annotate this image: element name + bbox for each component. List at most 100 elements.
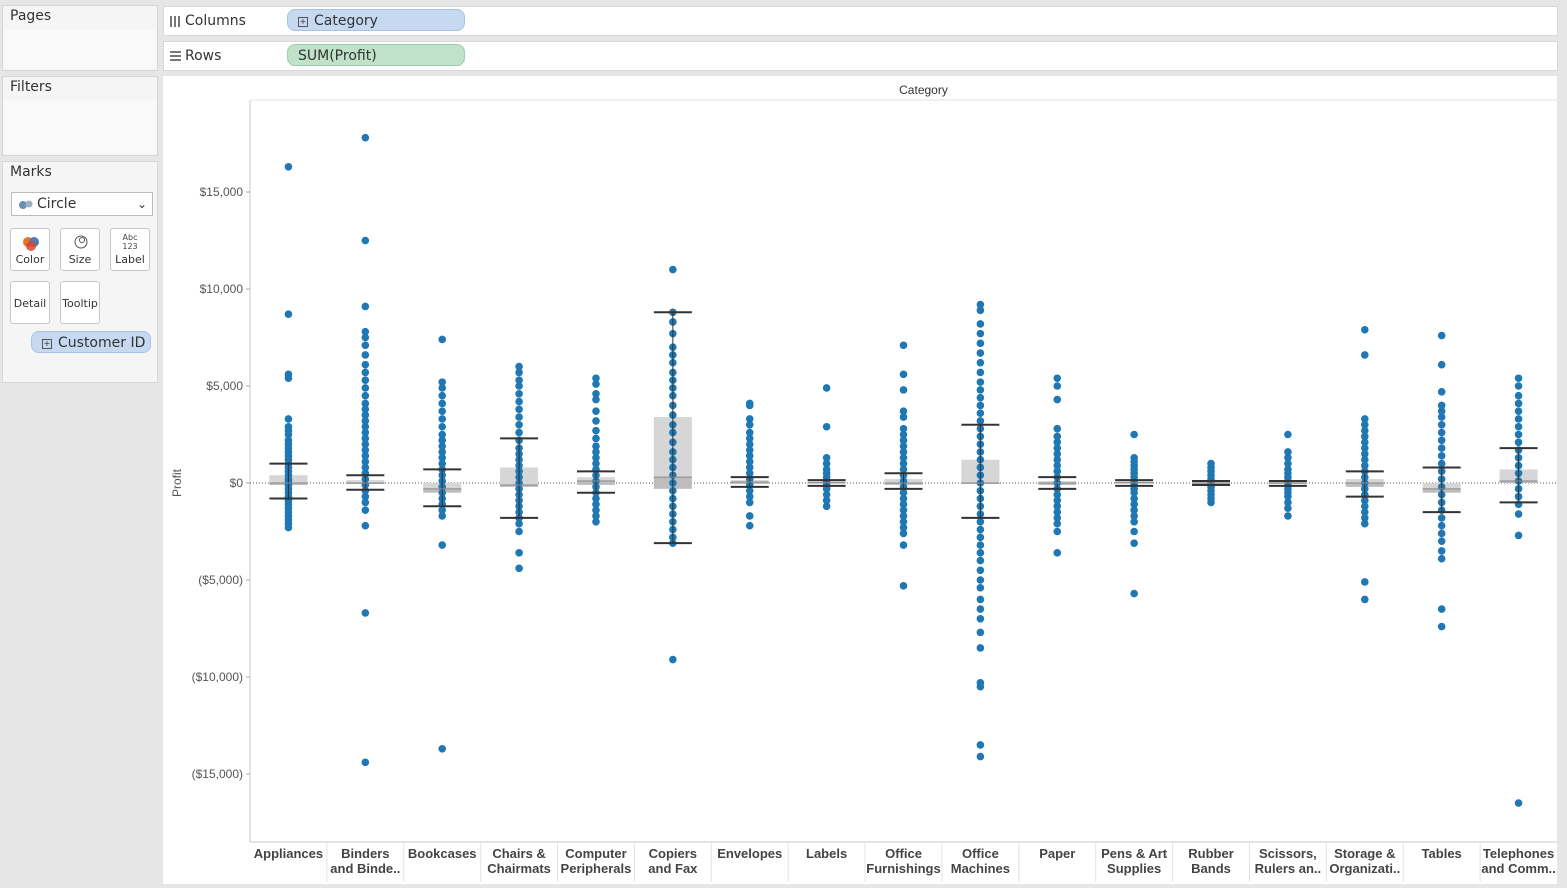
data-point (1053, 461, 1062, 470)
data-point (361, 391, 370, 400)
category-pill[interactable]: + Category (287, 9, 465, 31)
data-point (1437, 554, 1446, 563)
columns-shelf[interactable]: Columns + Category (163, 6, 1558, 36)
filters-drop-area[interactable] (4, 100, 156, 154)
data-point (1514, 374, 1523, 383)
data-point (1437, 421, 1446, 429)
y-tick-label: $10,000 (200, 282, 244, 296)
data-point (1053, 508, 1062, 516)
data-point (1053, 496, 1062, 505)
data-point (899, 465, 908, 474)
category-label-line: Binders (341, 846, 389, 861)
pages-drop-area[interactable] (4, 30, 156, 69)
data-point (1360, 444, 1369, 452)
data-point (1130, 506, 1138, 514)
data-point (1360, 455, 1369, 464)
data-point (515, 362, 523, 371)
data-point (592, 407, 600, 416)
data-point (1130, 494, 1138, 503)
data-point (361, 446, 370, 454)
data-point (1130, 527, 1138, 536)
data-point (899, 453, 908, 462)
category-label-line: Storage & (1334, 846, 1395, 861)
data-point (1514, 438, 1523, 447)
data-point (745, 498, 754, 507)
data-point (361, 411, 370, 419)
data-point (745, 469, 754, 478)
marks-card: Marks Circle ⌄ Color Size Abc 123 Label … (2, 161, 158, 383)
data-point (515, 549, 523, 557)
mark-type-label: Circle (37, 196, 77, 212)
chart-title: Category (899, 83, 948, 97)
data-point (1053, 455, 1062, 464)
sum-profit-pill[interactable]: SUM(Profit) (287, 44, 465, 66)
category-label-line: Machines (951, 861, 1010, 876)
data-point (1130, 500, 1138, 509)
data-point (1360, 438, 1369, 447)
data-point (976, 417, 985, 425)
viz-area[interactable]: Category $15,000 $10,000 $5,000 $0 ($5,000) ($… (163, 76, 1557, 884)
data-point (976, 628, 985, 637)
data-point (361, 399, 370, 408)
data-point (361, 417, 370, 425)
category-label: Binders and Binde.. (330, 846, 400, 876)
data-point (1360, 496, 1369, 505)
category-label-line: Rulers an.. (1255, 861, 1321, 876)
data-point (976, 525, 985, 534)
data-point (976, 306, 985, 315)
data-point (361, 452, 370, 460)
data-point (976, 644, 985, 652)
category-label-line: and Binde.. (330, 861, 400, 876)
size-icon (74, 235, 88, 249)
data-point (1053, 450, 1062, 458)
data-point (976, 300, 985, 309)
data-point (1360, 432, 1369, 441)
data-point (438, 459, 447, 468)
data-point (592, 374, 600, 383)
category-label-line: and Fax (648, 861, 698, 876)
data-point (1053, 432, 1062, 441)
category-label-line: Chairmats (487, 861, 551, 876)
data-point (1053, 444, 1062, 452)
data-point (1514, 430, 1523, 439)
data-point (976, 605, 985, 613)
data-point (592, 389, 600, 398)
label-icon-top: Abc (122, 233, 138, 242)
data-point (1284, 448, 1292, 456)
label-button[interactable]: Abc 123 Label (110, 228, 150, 271)
rows-shelf[interactable]: Rows SUM(Profit) (163, 41, 1558, 71)
color-button[interactable]: Color (10, 228, 50, 271)
data-point (822, 384, 831, 392)
data-point (1514, 531, 1523, 540)
data-point (899, 442, 908, 450)
data-point (284, 523, 293, 532)
data-point (284, 162, 293, 171)
tooltip-button[interactable]: Tooltip (60, 281, 100, 324)
data-point (976, 401, 985, 410)
tooltip-label: Tooltip (62, 297, 98, 310)
data-point (1053, 502, 1062, 511)
box-plot-chart[interactable]: Category $15,000 $10,000 $5,000 $0 ($5,000) ($… (163, 76, 1557, 884)
data-point (899, 413, 908, 421)
customer-id-pill[interactable]: + Customer ID (31, 331, 151, 353)
data-point (1053, 519, 1062, 528)
data-point (1284, 459, 1292, 468)
data-point (1130, 589, 1138, 598)
data-point (438, 436, 447, 445)
data-point (438, 422, 447, 431)
mark-type-dropdown[interactable]: Circle ⌄ (11, 192, 153, 216)
data-point (361, 405, 370, 414)
size-button[interactable]: Size (60, 228, 100, 271)
data-point (1053, 490, 1062, 499)
data-point (361, 384, 370, 392)
data-point (1053, 374, 1062, 383)
data-point (361, 521, 370, 530)
data-point (899, 424, 908, 433)
detail-button[interactable]: Detail (10, 281, 50, 324)
category-label-line: Furnishings (866, 861, 940, 876)
data-point (361, 440, 370, 449)
y-tick-label: $5,000 (206, 379, 243, 393)
data-point (1437, 428, 1446, 437)
data-point (976, 393, 985, 402)
category-label: Scissors, Rulers an.. (1255, 846, 1321, 876)
